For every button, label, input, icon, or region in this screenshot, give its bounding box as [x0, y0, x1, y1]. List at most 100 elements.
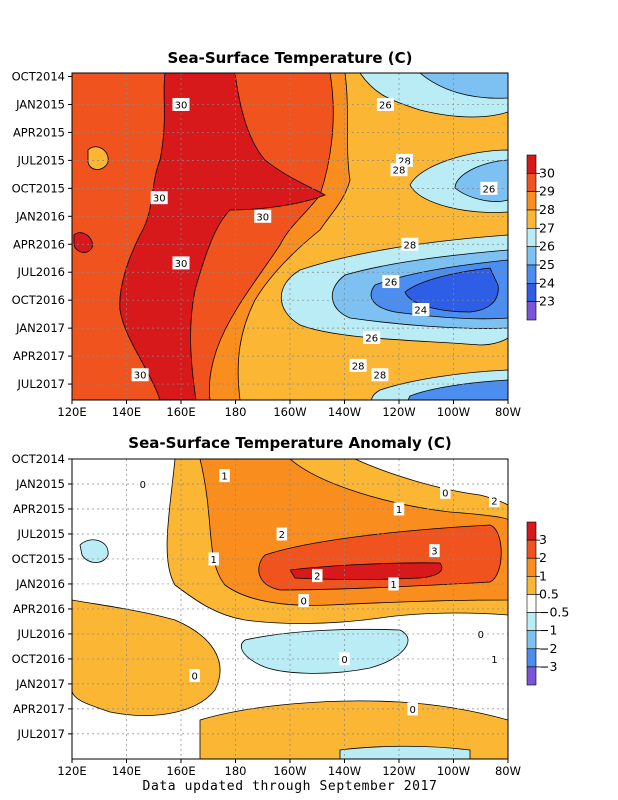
contour-label-box — [440, 485, 451, 499]
anomaly-y-ticks: OCT2014 JAN2015 APR2015 JUL2015 OCT2015 JAN20… — [12, 452, 72, 741]
x-tick-label: 140W — [328, 764, 361, 778]
contour-label: 30 — [175, 100, 188, 111]
warm-patch-left — [87, 146, 109, 170]
colorbar-swatch — [526, 173, 537, 192]
contour-label: 28 — [393, 166, 406, 177]
contour-label-box — [131, 368, 149, 382]
y-tick-label: OCT2016 — [12, 293, 65, 307]
colorbar-swatch — [526, 648, 537, 668]
contour-label: 24 — [414, 306, 427, 317]
cool-anomaly-region — [240, 628, 409, 674]
contour-label-box — [137, 477, 149, 491]
contour-label: 30 — [153, 194, 166, 205]
y-tick-label: OCT2016 — [12, 652, 65, 666]
footer-note: Data updated through September 2017 — [143, 779, 438, 794]
contour-label: 0 — [191, 672, 197, 683]
late-cool-25-region — [407, 379, 508, 400]
colorbar-label: 1 — [539, 568, 547, 583]
contour-label-box — [189, 669, 200, 683]
anomaly-colorbar: 3 2 1 0.5 −0.5 −1 −2 −3 — [526, 521, 569, 686]
y-tick-label: APR2015 — [13, 125, 65, 139]
y-tick-label: APR2016 — [13, 237, 65, 251]
contour-label: 26 — [483, 184, 496, 195]
x-tick-label: 120E — [57, 764, 86, 778]
colorbar-label: −1 — [539, 623, 557, 638]
colorbar-swatch — [526, 246, 537, 266]
colorbar-label: 28 — [539, 202, 555, 217]
y-tick-label: APR2016 — [13, 602, 65, 616]
contour-label-box — [489, 652, 500, 666]
contour-label-box — [407, 702, 418, 716]
y-tick-label: JAN2017 — [15, 677, 65, 691]
y-tick-label: OCT2015 — [12, 552, 65, 566]
colorbar-swatch — [526, 301, 537, 321]
contour-label: 1 — [221, 472, 227, 483]
colorbar-swatch — [526, 521, 537, 541]
contour-label: 0 — [300, 597, 306, 608]
contour-label: 30 — [134, 371, 147, 382]
anomaly-field: 1 0 0 2 1 2 3 1 2 1 0 0 0 1 0 0 — [72, 459, 508, 759]
colorbar-label: 0.5 — [539, 586, 559, 601]
x-tick-label: 180 — [225, 764, 247, 778]
contour-label-box — [412, 303, 430, 316]
contour-label-box — [172, 256, 190, 270]
contour-label: 28 — [374, 371, 387, 382]
warm-western-region — [72, 599, 221, 716]
y-tick-label: JUL2015 — [17, 153, 65, 167]
contour-label: 28 — [404, 240, 417, 251]
contour-label-box — [254, 209, 272, 223]
colorbar-swatch — [526, 666, 537, 686]
contour-label: 1 — [211, 555, 217, 566]
colorbar-label: −3 — [539, 659, 557, 674]
y-tick-label: JAN2017 — [15, 321, 65, 335]
contour-label-box — [429, 544, 440, 558]
colorbar-swatch — [526, 154, 537, 174]
anomaly-gridlines — [72, 459, 508, 759]
contour-label-box — [390, 163, 408, 177]
sst-chart-title: Sea-Surface Temperature (C) — [168, 49, 413, 67]
colorbar-label: 29 — [539, 184, 555, 199]
y-tick-label: APR2017 — [13, 702, 65, 716]
colorbar-label: 30 — [539, 165, 555, 180]
contour-label: 0 — [442, 488, 448, 499]
x-tick-label: 140E — [112, 405, 141, 419]
x-tick-label: 160W — [273, 764, 306, 778]
colorbar-swatch — [526, 191, 537, 211]
contour-label: 26 — [365, 333, 378, 344]
colorbar-label: 23 — [539, 294, 555, 309]
colorbar-swatch — [526, 576, 537, 595]
x-tick-label: 160E — [166, 764, 195, 778]
x-tick-label: 120E — [57, 405, 86, 419]
contour-label: 1 — [390, 580, 396, 591]
y-tick-label: JAN2016 — [15, 209, 65, 223]
colorbar-label: 26 — [539, 239, 555, 254]
contour-label: 2 — [279, 530, 285, 541]
contour-label: 1 — [491, 655, 497, 666]
y-tick-label: OCT2014 — [12, 452, 65, 466]
y-tick-label: OCT2014 — [12, 70, 65, 84]
y-tick-label: JUL2017 — [17, 377, 65, 391]
hot-patch-left — [73, 232, 93, 253]
colorbar-swatch — [526, 630, 537, 650]
y-tick-label: JUL2016 — [17, 627, 65, 641]
colorbar-label: 24 — [539, 275, 555, 290]
anomaly-chart-title: Sea-Surface Temperature Anomaly (C) — [128, 434, 451, 452]
colorbar-label: 27 — [539, 220, 555, 235]
contour-label-box — [312, 569, 323, 583]
x-tick-label: 180 — [225, 405, 247, 419]
contour-label-box — [208, 552, 219, 566]
y-tick-label: JAN2016 — [15, 577, 65, 591]
y-tick-label: APR2015 — [13, 502, 65, 516]
contour-label-box — [371, 368, 389, 382]
contour-label-box — [298, 594, 309, 608]
contour-label-box — [349, 358, 367, 372]
colorbar-swatch — [526, 283, 537, 302]
contour-label-box — [401, 237, 419, 251]
x-tick-label: 140E — [112, 764, 141, 778]
sst-anomaly-chart: Sea-Surface Temperature Anomaly (C) 1 0 0 2… — [12, 434, 570, 778]
sst-y-ticks: OCT2014 JAN2015 APR2015 JUL2015 OCT2015 JAN20… — [12, 70, 72, 391]
contour-label: 26 — [379, 100, 392, 111]
colorbar-swatch — [526, 557, 537, 577]
